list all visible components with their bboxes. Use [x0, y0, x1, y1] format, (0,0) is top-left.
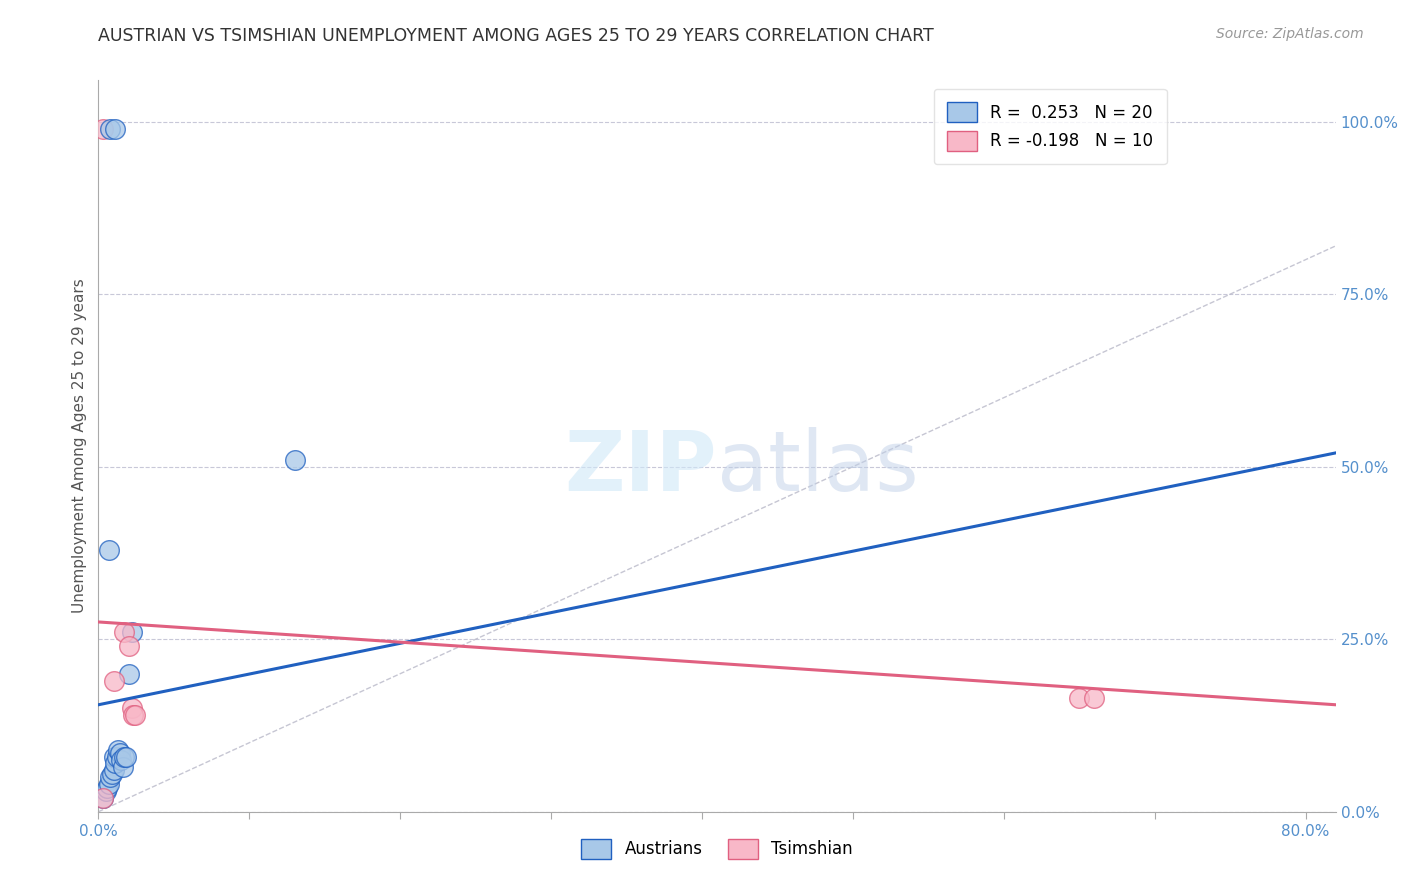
Point: [284, 452, 307, 467]
Point: [91, 791, 114, 805]
Point: [101, 766, 124, 780]
Legend: Austrians, Tsimshian: Austrians, Tsimshian: [575, 832, 859, 865]
Point: [117, 666, 139, 681]
Point: [1069, 690, 1091, 705]
Point: [121, 625, 143, 640]
Point: [124, 708, 146, 723]
Point: [110, 753, 132, 767]
Point: [122, 708, 145, 723]
Point: [107, 742, 129, 756]
Text: Source: ZipAtlas.com: Source: ZipAtlas.com: [1216, 27, 1364, 41]
Point: [103, 764, 125, 778]
Point: [104, 121, 127, 136]
Point: [96, 780, 118, 795]
Point: [1083, 690, 1105, 705]
Point: [112, 749, 135, 764]
Y-axis label: Unemployment Among Ages 25 to 29 years: Unemployment Among Ages 25 to 29 years: [72, 278, 87, 614]
Point: [103, 749, 125, 764]
Point: [111, 760, 134, 774]
Point: [117, 639, 139, 653]
Point: [103, 673, 125, 688]
Point: [91, 121, 114, 136]
Point: [91, 791, 114, 805]
Point: [114, 749, 136, 764]
Text: atlas: atlas: [717, 427, 918, 508]
Point: [121, 701, 143, 715]
Point: [105, 749, 128, 764]
Point: [100, 770, 122, 784]
Point: [100, 121, 122, 136]
Point: [108, 746, 131, 760]
Point: [98, 777, 121, 791]
Point: [94, 784, 117, 798]
Point: [104, 756, 127, 771]
Point: [98, 542, 121, 557]
Text: ZIP: ZIP: [565, 427, 717, 508]
Text: AUSTRIAN VS TSIMSHIAN UNEMPLOYMENT AMONG AGES 25 TO 29 YEARS CORRELATION CHART: AUSTRIAN VS TSIMSHIAN UNEMPLOYMENT AMONG…: [98, 27, 934, 45]
Point: [112, 625, 135, 640]
